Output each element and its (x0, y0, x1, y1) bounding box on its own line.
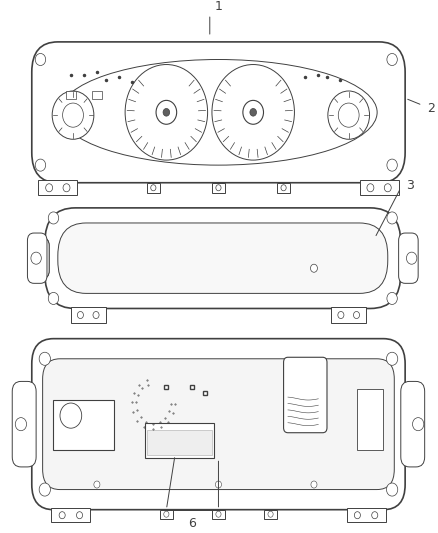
Circle shape (338, 103, 359, 127)
Circle shape (387, 212, 397, 224)
Text: 2: 2 (427, 102, 435, 115)
Circle shape (372, 512, 378, 519)
Circle shape (406, 252, 417, 264)
FancyBboxPatch shape (42, 359, 394, 489)
Circle shape (413, 418, 424, 431)
Bar (331, 308, 366, 322)
Circle shape (387, 293, 397, 304)
Bar (147, 183, 160, 193)
Circle shape (39, 483, 50, 496)
FancyBboxPatch shape (12, 382, 36, 467)
Circle shape (35, 53, 46, 66)
Bar (66, 91, 76, 99)
Bar (360, 180, 399, 195)
Circle shape (63, 103, 84, 127)
Circle shape (384, 184, 391, 192)
Circle shape (15, 418, 27, 431)
Circle shape (212, 64, 294, 160)
Bar (145, 423, 214, 458)
Circle shape (46, 184, 53, 192)
Circle shape (93, 311, 99, 319)
FancyBboxPatch shape (28, 233, 47, 284)
Circle shape (52, 91, 94, 139)
Ellipse shape (60, 60, 377, 165)
Bar (147, 430, 212, 455)
Bar (38, 180, 78, 195)
Circle shape (243, 100, 264, 124)
Circle shape (311, 481, 317, 488)
FancyBboxPatch shape (58, 223, 388, 293)
Bar (264, 510, 277, 519)
Bar (212, 510, 225, 519)
Circle shape (386, 483, 398, 496)
Circle shape (151, 185, 156, 191)
Circle shape (39, 352, 50, 365)
Circle shape (281, 185, 286, 191)
FancyBboxPatch shape (283, 357, 327, 433)
Circle shape (31, 252, 41, 264)
Text: 1: 1 (215, 0, 223, 13)
Circle shape (63, 184, 70, 192)
Circle shape (216, 185, 221, 191)
Circle shape (59, 512, 65, 519)
Circle shape (386, 352, 398, 365)
Bar (357, 390, 383, 450)
Circle shape (338, 311, 344, 319)
FancyBboxPatch shape (32, 238, 49, 278)
Text: 6: 6 (188, 517, 196, 530)
FancyBboxPatch shape (399, 233, 418, 284)
Text: 3: 3 (406, 179, 414, 192)
Circle shape (328, 91, 370, 139)
FancyBboxPatch shape (32, 238, 49, 278)
Circle shape (77, 512, 83, 519)
Bar (160, 510, 173, 519)
Circle shape (268, 511, 273, 517)
Bar (277, 183, 290, 193)
Circle shape (125, 64, 208, 160)
Bar (53, 400, 114, 450)
Circle shape (60, 403, 82, 428)
Circle shape (78, 311, 84, 319)
Circle shape (156, 100, 177, 124)
Circle shape (35, 159, 46, 171)
Bar (92, 91, 102, 99)
Circle shape (354, 512, 360, 519)
Circle shape (48, 212, 59, 224)
Circle shape (387, 159, 397, 171)
Circle shape (353, 311, 360, 319)
Bar (346, 508, 385, 522)
Bar (71, 308, 106, 322)
Circle shape (216, 511, 221, 517)
Circle shape (48, 293, 59, 304)
Circle shape (250, 109, 257, 116)
Bar (212, 183, 225, 193)
Circle shape (215, 481, 222, 488)
Circle shape (311, 264, 318, 272)
Bar (51, 508, 90, 522)
Circle shape (387, 53, 397, 66)
Circle shape (163, 109, 170, 116)
FancyBboxPatch shape (401, 382, 425, 467)
Circle shape (367, 184, 374, 192)
Circle shape (94, 481, 100, 488)
Circle shape (164, 511, 169, 517)
